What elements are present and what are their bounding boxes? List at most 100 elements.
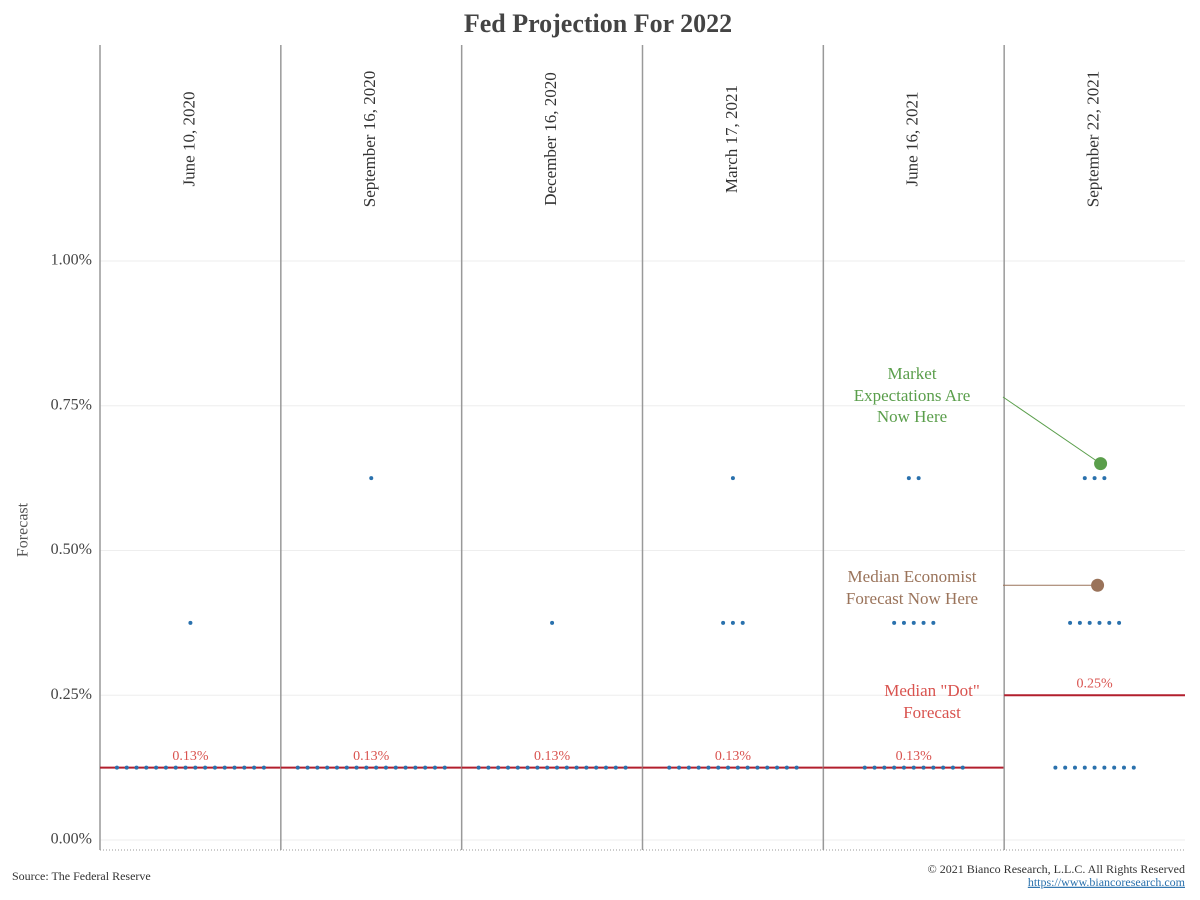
projection-dot	[911, 620, 916, 625]
projection-dot	[1102, 476, 1107, 481]
projection-dot	[726, 765, 731, 770]
projection-dot	[623, 765, 628, 770]
projection-dot	[1053, 765, 1058, 770]
projection-dot	[564, 765, 569, 770]
projection-dot	[545, 765, 550, 770]
projection-dot	[305, 765, 310, 770]
projection-dot	[515, 765, 520, 770]
projection-dot	[603, 765, 608, 770]
projection-dot	[950, 765, 955, 770]
projection-dot	[134, 765, 139, 770]
projection-dot	[941, 765, 946, 770]
projection-dot	[212, 765, 217, 770]
y-axis-label: Forecast	[15, 502, 32, 557]
median-label: 0.13%	[534, 749, 571, 764]
median-label: 0.25%	[1076, 676, 1113, 691]
projection-dot	[535, 765, 540, 770]
projection-dot	[496, 765, 501, 770]
projection-dot	[613, 765, 618, 770]
annotation-text: Median Economist	[848, 567, 977, 586]
projection-dot	[901, 620, 906, 625]
projection-dot	[325, 765, 330, 770]
projection-dot	[916, 476, 921, 481]
annotation-text: Forecast	[903, 703, 961, 722]
annotation-text: Market	[887, 364, 936, 383]
projection-dot	[735, 765, 740, 770]
panel-date: December 16, 2020	[541, 72, 560, 206]
projection-dot	[442, 765, 447, 770]
annotation-leader	[1002, 396, 1101, 465]
projection-dot	[931, 765, 936, 770]
projection-dot	[775, 765, 780, 770]
projection-dot	[261, 765, 266, 770]
projection-dot	[1102, 765, 1107, 770]
copyright: © 2021 Bianco Research, L.L.C. All Right…	[928, 862, 1185, 876]
projection-dot	[1068, 620, 1073, 625]
url-link[interactable]: https://www.biancoresearch.com	[1028, 875, 1186, 889]
projection-dot	[906, 476, 911, 481]
projection-dot	[740, 620, 745, 625]
projection-dot	[423, 765, 428, 770]
panel-date: March 17, 2021	[722, 85, 741, 193]
projection-dot	[1131, 765, 1136, 770]
chart-title: Fed Projection For 2022	[464, 9, 732, 38]
projection-dot	[432, 765, 437, 770]
projection-dot	[163, 765, 168, 770]
y-tick-label: 0.75%	[51, 396, 92, 413]
y-tick-label: 1.00%	[51, 252, 92, 269]
projection-dot	[960, 765, 965, 770]
projection-dot	[374, 765, 379, 770]
projection-dot	[574, 765, 579, 770]
projection-dot	[252, 765, 257, 770]
projection-dot	[892, 765, 897, 770]
projection-dot	[755, 765, 760, 770]
annotation-text: Forecast Now Here	[846, 589, 978, 608]
projection-dot	[696, 765, 701, 770]
y-tick-label: 0.25%	[51, 686, 92, 703]
projection-dot	[1092, 476, 1097, 481]
projection-dot	[594, 765, 599, 770]
projection-dot	[1077, 620, 1082, 625]
projection-dot	[706, 765, 711, 770]
projection-dot	[794, 765, 799, 770]
projection-dot	[882, 765, 887, 770]
median-label: 0.13%	[172, 749, 209, 764]
annotation-text: Expectations Are	[854, 386, 971, 405]
projection-dot	[862, 765, 867, 770]
projection-dot	[354, 765, 359, 770]
projection-dot	[188, 620, 193, 625]
projection-dot	[1072, 765, 1077, 770]
projection-dot	[667, 765, 672, 770]
projection-dot	[1087, 620, 1092, 625]
projection-dot	[344, 765, 349, 770]
projection-dot	[1082, 765, 1087, 770]
projection-dot	[193, 765, 198, 770]
projection-dot	[921, 765, 926, 770]
projection-dot	[242, 765, 247, 770]
projection-dot	[1092, 765, 1097, 770]
projection-dot	[931, 620, 936, 625]
market-expectation-dot	[1094, 457, 1108, 471]
panel-date: June 10, 2020	[179, 92, 198, 187]
annotation-text: Now Here	[877, 407, 947, 426]
projection-dot	[730, 476, 735, 481]
projection-dot	[911, 765, 916, 770]
projection-dot	[901, 765, 906, 770]
source: Source: The Federal Reserve	[12, 869, 151, 883]
projection-dot	[154, 765, 159, 770]
panel-date: September 22, 2021	[1083, 71, 1102, 207]
panel-date: June 16, 2021	[903, 92, 922, 187]
projection-dot	[721, 620, 726, 625]
projection-dot	[505, 765, 510, 770]
projection-dot	[1117, 620, 1122, 625]
projection-dot	[413, 765, 418, 770]
projection-dot	[1097, 620, 1102, 625]
projection-dot	[203, 765, 208, 770]
projection-dot	[921, 620, 926, 625]
median-label: 0.13%	[896, 749, 933, 764]
projection-dot	[1121, 765, 1126, 770]
projection-dot	[364, 765, 369, 770]
projection-dot	[295, 765, 300, 770]
projection-dot	[765, 765, 770, 770]
